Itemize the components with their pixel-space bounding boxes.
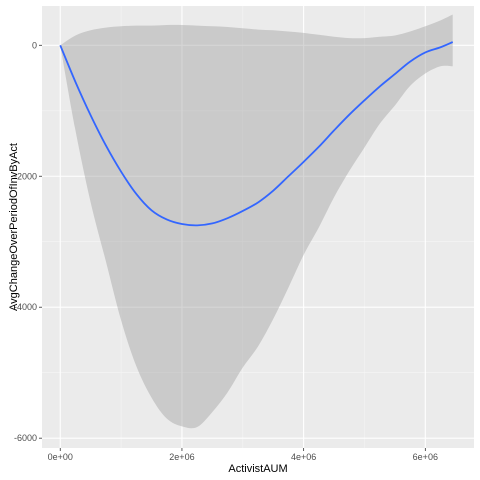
y-tick-label: 0 — [32, 40, 37, 50]
y-axis-ticks: 0 -2000 -4000 -6000 — [14, 40, 42, 443]
plot-panel — [42, 6, 474, 448]
confidence-band — [60, 14, 453, 429]
minor-grid — [42, 6, 474, 448]
x-tick-label: 4e+06 — [291, 452, 316, 462]
x-tick-label: 2e+06 — [169, 452, 194, 462]
y-axis-title: AvgChangeOverPeriodOfInvByAct — [8, 143, 20, 311]
fitted-line — [59, 41, 454, 227]
y-tick-label: -6000 — [14, 433, 37, 443]
y-tick-label: -4000 — [14, 302, 37, 312]
y-tick-label: -2000 — [14, 171, 37, 181]
x-axis-ticks: 0e+00 2e+06 4e+06 6e+06 — [48, 448, 438, 462]
major-grid — [42, 6, 474, 448]
x-axis-title: ActivistAUM — [228, 463, 287, 475]
x-tick-label: 6e+06 — [413, 452, 438, 462]
x-tick-label: 0e+00 — [48, 452, 73, 462]
